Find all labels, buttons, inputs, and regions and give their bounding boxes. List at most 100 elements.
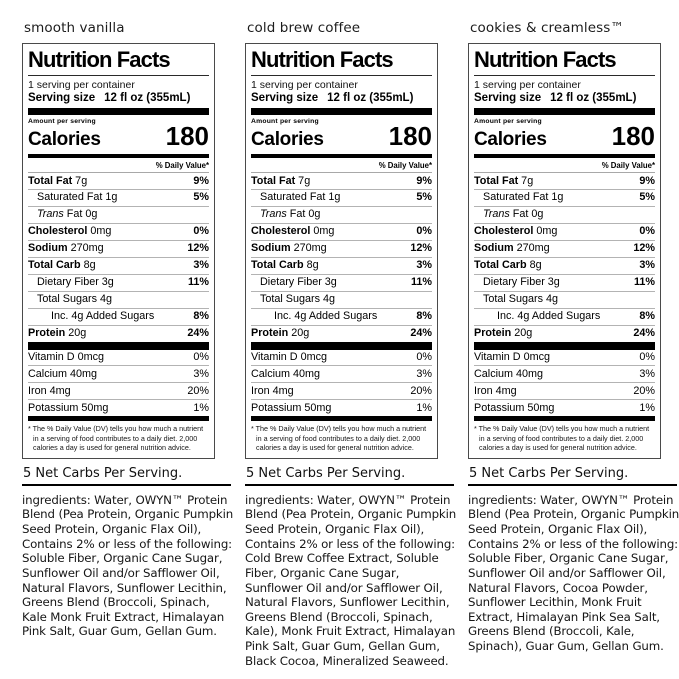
nutrient-daily-value: 5% <box>193 191 209 204</box>
micronutrient-row-potassium: Potassium 50mg 1% <box>28 399 209 416</box>
daily-value-header: % Daily Value* <box>28 158 209 173</box>
nutrient-name: Total Fat 7g <box>28 174 88 187</box>
micronutrient-daily-value: 3% <box>193 367 209 380</box>
micronutrient-name: Vitamin D 0mcg <box>28 351 105 364</box>
flavor-panel: cold brew coffee Nutrition Facts 1 servi… <box>245 20 456 668</box>
nutrient-daily-value: 8% <box>639 310 655 323</box>
micronutrient-row-vitamin-d: Vitamin D 0mcg 0% <box>474 350 655 366</box>
nutrient-daily-value: 11% <box>410 276 432 289</box>
calories-label: Calories <box>251 129 324 150</box>
net-carbs-note: 5 Net Carbs Per Serving. <box>469 465 629 481</box>
nutrient-row-total-carb: Total Carb 8g 3% <box>251 256 432 274</box>
net-carbs-note: 5 Net Carbs Per Serving. <box>23 465 183 481</box>
nutrient-name: Sodium 270mg <box>28 242 104 255</box>
serving-size-row: Serving size 12 fl oz (355mL) <box>474 91 655 108</box>
amount-per-serving-label: Amount per serving <box>251 118 319 125</box>
nutrient-daily-value: 12% <box>410 242 432 255</box>
nutrient-name: Protein 20g <box>474 327 533 340</box>
nutrient-daily-value: 9% <box>193 174 209 187</box>
nutrient-daily-value: 0% <box>193 225 209 238</box>
nutrient-name: Total Carb 8g <box>251 259 319 272</box>
micronutrient-name: Vitamin D 0mcg <box>474 351 551 364</box>
nutrient-row-cholesterol: Cholesterol 0mg 0% <box>251 222 432 240</box>
nutrient-name: Saturated Fat 1g <box>483 191 564 204</box>
net-carbs-divider <box>468 483 677 486</box>
nutrient-name: Total Carb 8g <box>474 259 542 272</box>
nutrient-daily-value: 24% <box>633 327 655 340</box>
nutrient-row-sodium: Sodium 270mg 12% <box>474 239 655 257</box>
micronutrient-daily-value: 20% <box>410 384 432 397</box>
micronutrient-daily-value: 3% <box>639 367 655 380</box>
calories-value: 180 <box>165 121 209 151</box>
thick-divider <box>28 416 209 422</box>
servings-per-container: 1 serving per container <box>251 79 358 91</box>
nutrient-daily-value: 3% <box>639 259 655 272</box>
micronutrient-name: Potassium 50mg <box>251 401 332 414</box>
medium-divider <box>251 154 432 158</box>
daily-value-footnote: * The % Daily Value (DV) tells you how m… <box>251 424 427 453</box>
net-carbs-divider <box>22 483 231 486</box>
amount-per-serving-label: Amount per serving <box>28 118 96 125</box>
micronutrient-name: Iron 4mg <box>251 384 294 397</box>
nutrient-row-sodium: Sodium 270mg 12% <box>28 239 209 257</box>
nutrient-row-dietary-fiber: Dietary Fiber 3g 11% <box>474 273 655 291</box>
nutrient-daily-value: 0% <box>416 225 432 238</box>
nutrient-name: Cholesterol 0mg <box>251 225 335 238</box>
nutrient-name: Protein 20g <box>251 327 310 340</box>
nutrient-row-dietary-fiber: Dietary Fiber 3g 11% <box>251 273 432 291</box>
nutrient-daily-value: 8% <box>416 310 432 323</box>
nutrient-name: Total Fat 7g <box>474 174 534 187</box>
nutrient-row-saturated-fat: Saturated Fat 1g 5% <box>474 188 655 206</box>
nutrient-daily-value: 11% <box>633 276 655 289</box>
ingredients-text: ingredients: Water, OWYN™ Protein Blend … <box>245 492 457 668</box>
medium-divider <box>28 154 209 158</box>
servings-per-container: 1 serving per container <box>474 79 581 91</box>
thick-divider <box>28 108 209 115</box>
nutrient-daily-value: 12% <box>187 242 209 255</box>
ingredients-text: ingredients: Water, OWYN™ Protein Blend … <box>22 492 234 639</box>
flavor-panel: smooth vanilla Nutrition Facts 1 serving… <box>22 20 233 668</box>
nutrient-name: Total Sugars 4g <box>260 293 336 306</box>
nutrient-daily-value: 5% <box>416 191 432 204</box>
nutrient-daily-value: 11% <box>187 276 209 289</box>
nutrient-row-total-sugars: Total Sugars 4g <box>28 290 209 308</box>
nutrient-name: Cholesterol 0mg <box>474 225 558 238</box>
serving-size-value: 12 fl oz (355mL) <box>327 92 414 104</box>
flavor-panel: cookies & creamless™ Nutrition Facts 1 s… <box>468 20 679 668</box>
daily-value-header: % Daily Value* <box>474 158 655 173</box>
nutrient-row-cholesterol: Cholesterol 0mg 0% <box>28 222 209 240</box>
nutrient-daily-value: 3% <box>416 259 432 272</box>
serving-size-label: Serving size <box>251 92 319 104</box>
micronutrient-daily-value: 1% <box>416 401 432 414</box>
nutrient-daily-value: 8% <box>193 310 209 323</box>
nutrient-row-protein: Protein 20g 24% <box>474 324 655 342</box>
ingredients-text: ingredients: Water, OWYN™ Protein Blend … <box>468 492 679 654</box>
nutrient-row-added-sugars: Inc. 4g Added Sugars 8% <box>28 307 209 325</box>
nutrient-row-total-fat: Total Fat 7g 9% <box>474 173 655 189</box>
nutrient-row-saturated-fat: Saturated Fat 1g 5% <box>251 188 432 206</box>
nutrient-name: Trans Fat 0g <box>37 208 98 221</box>
nutrient-name: Total Fat 7g <box>251 174 311 187</box>
nutrient-row-protein: Protein 20g 24% <box>251 324 432 342</box>
nutrient-name: Inc. 4g Added Sugars <box>497 310 601 323</box>
nutrition-facts-label: Nutrition Facts 1 serving per container … <box>468 43 661 459</box>
micronutrient-daily-value: 20% <box>187 384 209 397</box>
nutrient-row-total-carb: Total Carb 8g 3% <box>28 256 209 274</box>
micronutrient-daily-value: 1% <box>193 401 209 414</box>
nutrient-name: Dietary Fiber 3g <box>483 276 560 289</box>
nutrient-name: Cholesterol 0mg <box>28 225 112 238</box>
nutrient-name: Dietary Fiber 3g <box>37 276 114 289</box>
nutrient-name: Saturated Fat 1g <box>37 191 118 204</box>
nutrient-daily-value: 0% <box>639 225 655 238</box>
nutrient-name: Trans Fat 0g <box>260 208 321 221</box>
nutrient-row-cholesterol: Cholesterol 0mg 0% <box>474 222 655 240</box>
micronutrient-name: Potassium 50mg <box>28 401 109 414</box>
thick-divider <box>251 108 432 115</box>
nutrition-facts-title: Nutrition Facts <box>251 47 432 76</box>
nutrition-facts-title: Nutrition Facts <box>28 47 209 76</box>
nutrient-row-total-fat: Total Fat 7g 9% <box>28 173 209 189</box>
nutrient-name: Total Sugars 4g <box>37 293 113 306</box>
nutrient-name: Inc. 4g Added Sugars <box>274 310 378 323</box>
micronutrient-row-potassium: Potassium 50mg 1% <box>251 399 432 416</box>
nutrient-name: Sodium 270mg <box>474 242 550 255</box>
